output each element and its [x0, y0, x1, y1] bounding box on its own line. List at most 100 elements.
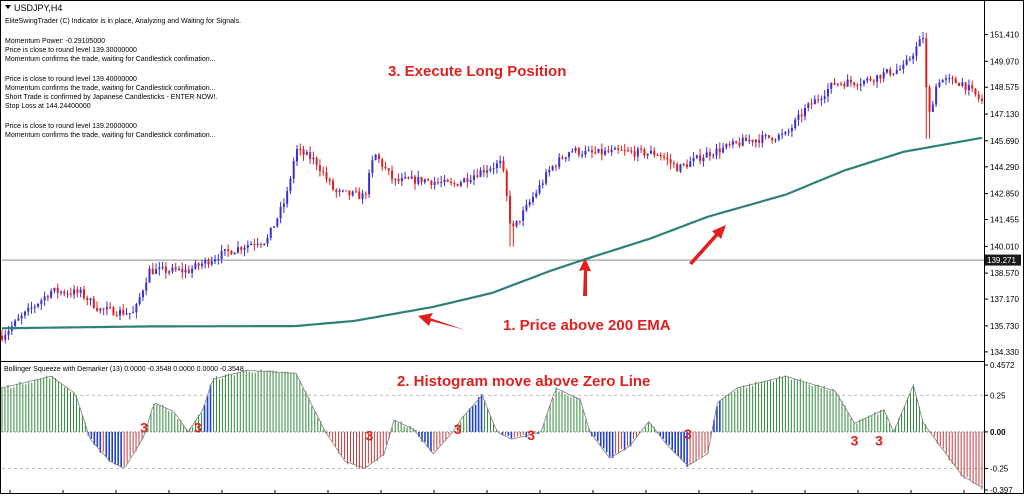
y-tick-label: 149.970	[990, 57, 1019, 66]
y-tick-label: 135.730	[990, 322, 1019, 331]
candle-body	[387, 168, 390, 171]
candle-body	[656, 155, 659, 157]
candle-body	[666, 157, 669, 160]
candle-body	[20, 315, 23, 319]
signal-marker-label: 3	[140, 420, 148, 436]
candle-body	[574, 148, 577, 152]
info-line: Momentum Power: -0.29105000	[5, 38, 105, 45]
signal-marker-label: 3	[454, 421, 462, 437]
collapse-triangle-icon[interactable]	[5, 5, 11, 9]
candle-body	[640, 148, 643, 150]
candle-body	[663, 156, 666, 158]
price-pane: 151.410 149.970 148.575 147.130 145.690 144.2…	[1, 31, 1019, 357]
histogram-outline	[1, 369, 983, 488]
candle-body	[617, 148, 620, 150]
candle-body	[407, 177, 410, 179]
candle-body	[515, 220, 518, 227]
candle-body	[505, 170, 508, 196]
candle-body	[895, 70, 898, 74]
candle-body	[967, 85, 970, 91]
candle-body	[738, 142, 741, 146]
candle-body	[263, 243, 266, 245]
candle-body	[849, 79, 852, 83]
candle-body	[938, 82, 941, 87]
candle-body	[590, 150, 593, 153]
candle-body	[276, 218, 279, 227]
candle-body	[925, 38, 928, 88]
candle-body	[53, 287, 56, 292]
candle-body	[158, 267, 161, 270]
y-tick-label: 151.410	[990, 31, 1019, 40]
candle-body	[118, 309, 121, 316]
arrow-up-icon	[579, 258, 591, 296]
candle-body	[620, 149, 623, 151]
candle-body	[935, 86, 938, 105]
candle-body	[299, 149, 302, 151]
candle-body	[869, 78, 872, 81]
candle-body	[702, 157, 705, 162]
candle-body	[328, 179, 331, 181]
candle-body	[171, 267, 174, 272]
candle-body	[266, 237, 269, 244]
candle-body	[73, 289, 76, 295]
candle-body	[823, 96, 826, 99]
candle-body	[155, 269, 158, 274]
y-tick-label: 137.170	[990, 295, 1019, 304]
candle-body	[541, 183, 544, 185]
candle-body	[951, 78, 954, 80]
candle-body	[318, 165, 321, 172]
candle-body	[928, 87, 931, 112]
info-line: Momentum confirms the trade, waiting for…	[5, 56, 216, 63]
candle-body	[564, 157, 567, 159]
candle-body	[774, 139, 777, 141]
candle-body	[23, 311, 26, 316]
candle-body	[289, 178, 292, 192]
candle-body	[840, 83, 843, 85]
y-tick-label: -0.25	[990, 464, 1009, 473]
candle-body	[30, 307, 33, 309]
y-tick-label: 141.455	[990, 215, 1019, 224]
candle-body	[794, 119, 797, 128]
candle-body	[174, 267, 177, 270]
candle-body	[610, 149, 613, 153]
candle-body	[440, 182, 443, 184]
candle-body	[92, 298, 95, 308]
candle-body	[223, 249, 226, 251]
candle-body	[699, 155, 702, 162]
candle-body	[1, 335, 3, 340]
candle-body	[358, 191, 361, 199]
candle-body	[138, 297, 141, 305]
candle-body	[384, 166, 387, 169]
candle-body	[43, 296, 46, 301]
candle-body	[863, 80, 866, 85]
candle-body	[436, 182, 439, 184]
candle-body	[325, 172, 328, 180]
candle-body	[102, 308, 105, 310]
candle-body	[581, 154, 584, 156]
candle-body	[322, 171, 325, 173]
signal-marker-label: 3	[851, 433, 859, 449]
candle-body	[132, 312, 135, 314]
candle-body	[371, 160, 374, 173]
candle-body	[623, 150, 626, 152]
candle-body	[899, 69, 902, 71]
candle-body	[889, 69, 892, 75]
candle-body	[551, 166, 554, 170]
candle-body	[450, 181, 453, 183]
candle-body	[361, 193, 364, 199]
candle-body	[56, 287, 59, 293]
candle-body	[135, 304, 138, 313]
candle-body	[37, 303, 40, 307]
candle-body	[787, 131, 790, 133]
candle-body	[200, 263, 203, 266]
current-price-label: 139.271	[987, 256, 1016, 265]
candle-body	[856, 84, 859, 86]
candle-body	[735, 141, 738, 143]
candle-body	[492, 168, 495, 170]
candle-body	[708, 152, 711, 157]
candle-body	[548, 169, 551, 173]
candle-body	[659, 155, 662, 157]
candle-body	[885, 69, 888, 73]
candle-body	[836, 83, 839, 85]
